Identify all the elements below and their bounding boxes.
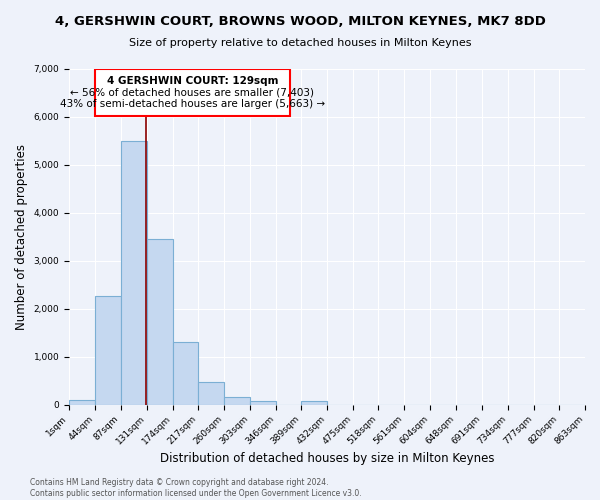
Bar <box>95 70 290 116</box>
Bar <box>95 296 121 405</box>
Text: 4 GERSHWIN COURT: 129sqm: 4 GERSHWIN COURT: 129sqm <box>107 76 278 86</box>
Bar <box>301 402 327 404</box>
Text: Size of property relative to detached houses in Milton Keynes: Size of property relative to detached ho… <box>129 38 471 48</box>
Bar <box>250 401 275 404</box>
X-axis label: Distribution of detached houses by size in Milton Keynes: Distribution of detached houses by size … <box>160 452 494 465</box>
Text: 4, GERSHWIN COURT, BROWNS WOOD, MILTON KEYNES, MK7 8DD: 4, GERSHWIN COURT, BROWNS WOOD, MILTON K… <box>55 15 545 28</box>
Bar <box>69 400 95 404</box>
Y-axis label: Number of detached properties: Number of detached properties <box>15 144 28 330</box>
Text: Contains HM Land Registry data © Crown copyright and database right 2024.
Contai: Contains HM Land Registry data © Crown c… <box>30 478 362 498</box>
Text: ← 56% of detached houses are smaller (7,403): ← 56% of detached houses are smaller (7,… <box>70 88 314 98</box>
Bar <box>147 239 173 404</box>
Bar <box>173 342 199 404</box>
Text: 43% of semi-detached houses are larger (5,663) →: 43% of semi-detached houses are larger (… <box>60 99 325 109</box>
Bar <box>121 140 147 404</box>
Bar <box>224 396 250 404</box>
Bar <box>199 382 224 404</box>
